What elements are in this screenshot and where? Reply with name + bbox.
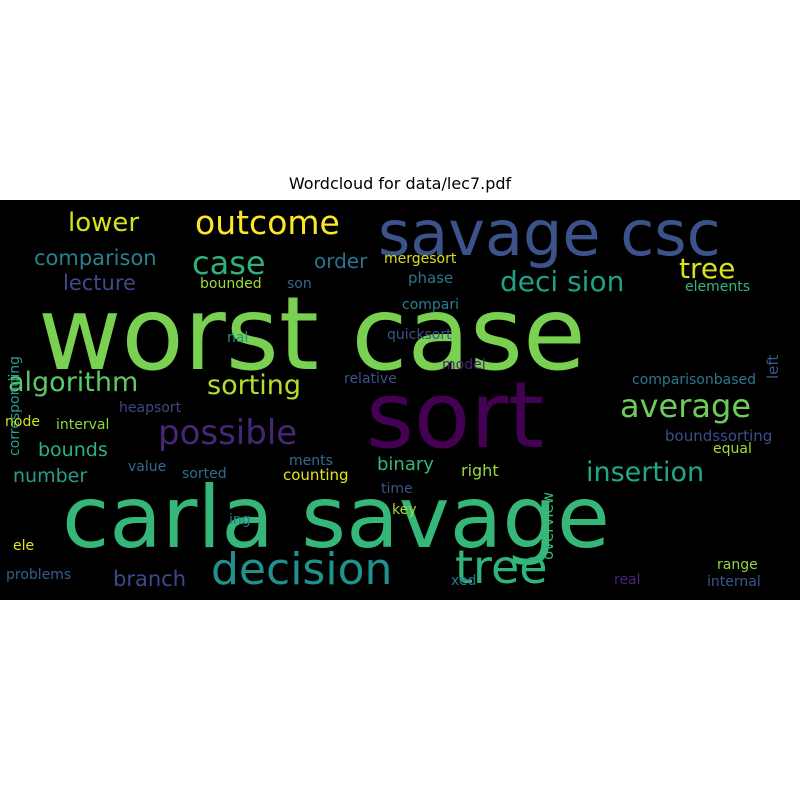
word-node-37: node xyxy=(5,414,40,430)
word-key-49: key xyxy=(392,502,417,518)
wordcloud-canvas: worst case carla savage savage csc sort deci… xyxy=(0,200,800,600)
word-left-27: left xyxy=(764,354,782,379)
word-tree-5: tree xyxy=(455,540,548,594)
word-branch-33: branch xyxy=(113,567,186,591)
word-average-10: average xyxy=(620,387,751,425)
word-right-32: right xyxy=(461,461,499,480)
word-value-43: value xyxy=(128,459,167,475)
word-phase-20: phase xyxy=(408,269,454,287)
word-bounds-29: bounds xyxy=(38,439,108,461)
word-tree-13: tree xyxy=(679,252,736,285)
word-sorting-9: sorting xyxy=(207,370,302,401)
word-carla-savage-1: carla savage xyxy=(62,468,610,568)
word-interval-38: interval xyxy=(56,417,110,433)
word-sort-3: sort xyxy=(366,362,545,469)
word-xed-52: xed xyxy=(451,573,477,589)
word-elements-23: elements xyxy=(685,279,751,295)
word-time-47: time xyxy=(381,481,413,497)
word-equal-42: equal xyxy=(713,441,752,457)
word-outcome-6: outcome xyxy=(195,203,340,242)
chart-title: Wordcloud for data/lec7.pdf xyxy=(288,174,512,193)
word-possible-7: possible xyxy=(158,413,298,453)
word-savage-csc-2: savage csc xyxy=(378,200,721,270)
word-algorithm-8: algorithm xyxy=(8,367,139,398)
word-worst-case-0: worst case xyxy=(38,275,586,394)
word-ing-48: ing xyxy=(229,512,251,528)
word-deci-sion-11: deci sion xyxy=(500,265,625,298)
word-binary-31: binary xyxy=(377,454,434,475)
word-number-30: number xyxy=(13,465,88,487)
word-relative-34: relative xyxy=(344,371,397,387)
word-insertion-14: insertion xyxy=(586,457,705,488)
word-comparison-16: comparison xyxy=(34,246,157,270)
word-model-35: model xyxy=(442,357,486,373)
word-son-22: son xyxy=(287,276,312,292)
word-corresponding-28: corresponding xyxy=(7,356,23,456)
word-comparisonbased-36: comparisonbased xyxy=(632,372,757,388)
word-lower-15: lower xyxy=(68,208,140,238)
word-case-12: case xyxy=(192,244,266,282)
word-range-53: range xyxy=(717,557,758,573)
word-internal-55: internal xyxy=(707,574,761,590)
word-sorted-44: sorted xyxy=(182,466,227,482)
word-quicksort-25: quicksort xyxy=(387,327,452,343)
word-order-17: order xyxy=(314,249,368,273)
word-counting-46: counting xyxy=(283,466,349,484)
word-real-54: real xyxy=(614,572,641,588)
word-nal-26: nal xyxy=(227,330,249,346)
word-overview-40: overview xyxy=(539,492,557,560)
word-boundssorting-41: boundssorting xyxy=(665,427,773,445)
word-ments-45: ments xyxy=(289,453,333,469)
word-problems-51: problems xyxy=(6,567,72,583)
word-bounded-21: bounded xyxy=(200,276,262,292)
word-heapsort-39: heapsort xyxy=(119,400,182,416)
word-decision-4: decision xyxy=(211,544,393,595)
word-compari-24: compari xyxy=(402,297,460,313)
word-lecture-18: lecture xyxy=(63,271,136,295)
word-mergesort-19: mergesort xyxy=(384,251,457,267)
word-ele-50: ele xyxy=(13,538,35,554)
